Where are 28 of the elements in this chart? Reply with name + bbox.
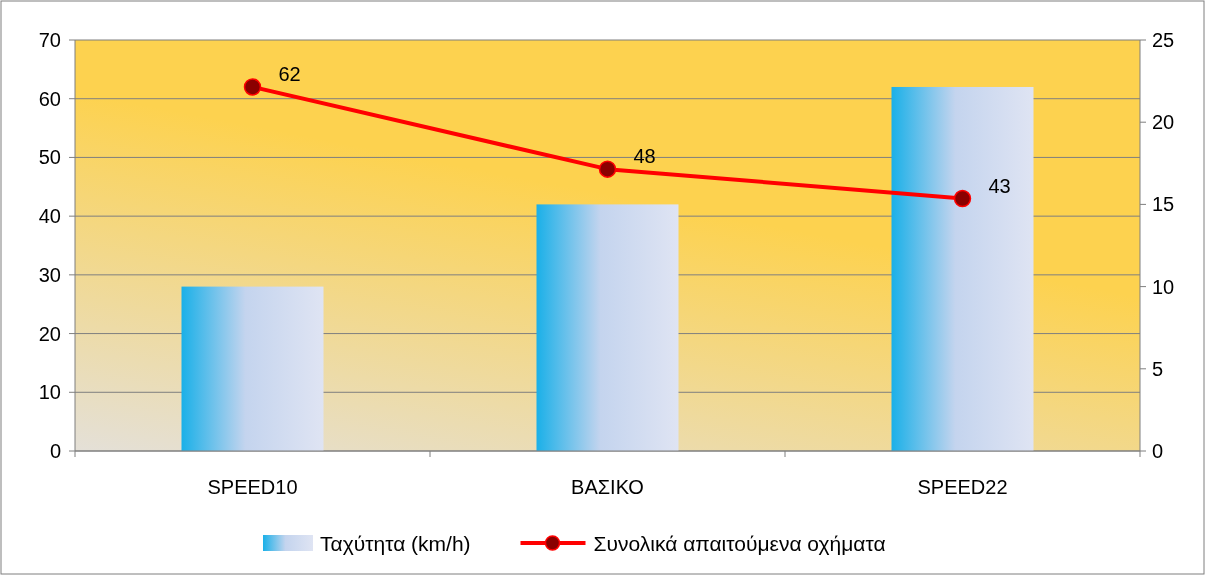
legend-label: Συνολικά απαιτούμενα οχήματα — [593, 532, 886, 555]
bar — [891, 86, 1034, 451]
y-tick-label: 40 — [38, 205, 61, 228]
bar — [536, 204, 679, 451]
y-tick-label: 0 — [49, 440, 61, 462]
y-tick-label: 70 — [38, 29, 61, 51]
legend-label: Ταχύτητα (km/h) — [320, 532, 471, 555]
y2-tick-label: 10 — [1152, 275, 1175, 298]
y-tick-label: 10 — [38, 381, 61, 404]
y2-tick-label: 15 — [1152, 193, 1175, 216]
x-tick-label: SPEED22 — [917, 476, 1008, 498]
point — [953, 189, 972, 208]
y2-tick-label: 0 — [1152, 440, 1164, 462]
point — [598, 160, 617, 178]
data-label: 62 — [278, 62, 301, 85]
x-tick-label: ΒΑΣΙΚΟ — [571, 476, 644, 498]
y-tick-label: 30 — [38, 263, 61, 286]
point — [243, 78, 262, 96]
data-label: 43 — [988, 174, 1011, 197]
y2-tick-label: 5 — [1152, 357, 1164, 380]
y2-tick-label: 25 — [1152, 29, 1175, 51]
y2-tick-label: 20 — [1152, 111, 1175, 134]
data-label: 48 — [633, 145, 656, 168]
x-tick-label: SPEED10 — [207, 476, 298, 498]
y-tick-label: 20 — [38, 322, 61, 345]
y-tick-label: 60 — [38, 87, 61, 110]
bar — [181, 286, 324, 451]
y-tick-label: 50 — [38, 146, 61, 169]
